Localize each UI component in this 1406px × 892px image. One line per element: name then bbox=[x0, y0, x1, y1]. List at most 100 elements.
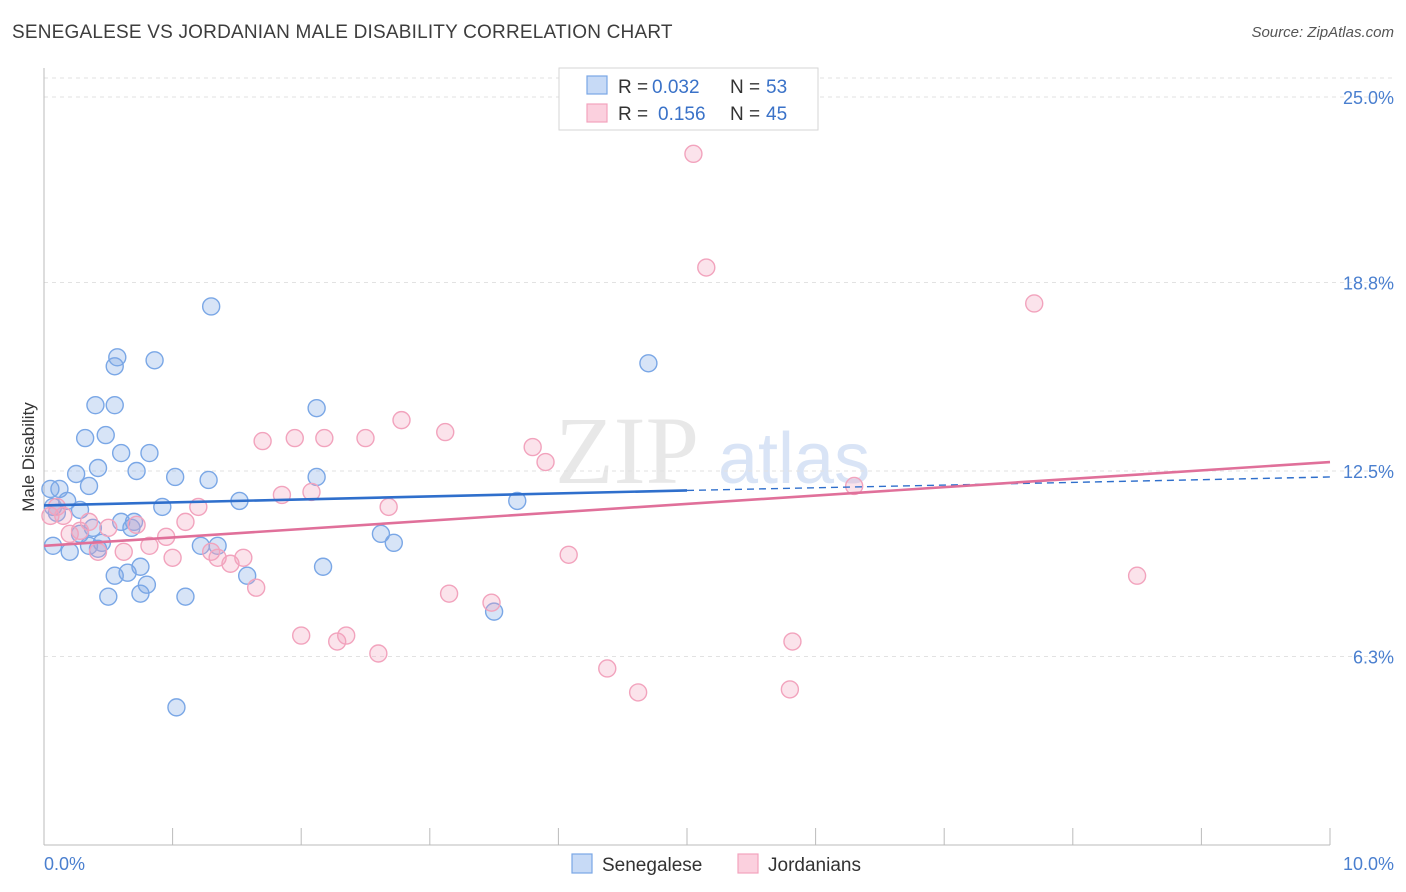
data-point-jordanians bbox=[315, 428, 334, 448]
watermark: ZIP atlas bbox=[555, 397, 870, 504]
data-point-senegalese bbox=[140, 443, 159, 463]
data-point-senegalese bbox=[137, 575, 157, 594]
y-axis-tick-labels: 6.3% 12.5% 18.8% 25.0% bbox=[1343, 88, 1394, 668]
data-point-jordanians bbox=[1025, 294, 1044, 313]
series-jordanians-points bbox=[41, 144, 1147, 702]
legend-r-label-0: R = bbox=[618, 77, 648, 98]
data-point-senegalese bbox=[79, 476, 99, 496]
data-point-senegalese bbox=[75, 428, 95, 448]
data-point-senegalese bbox=[508, 491, 527, 511]
data-point-jordanians bbox=[234, 548, 253, 567]
data-point-jordanians bbox=[114, 542, 133, 561]
legend-r-value-0: 0.032 bbox=[652, 77, 700, 98]
data-point-senegalese bbox=[88, 458, 108, 478]
data-point-jordanians bbox=[253, 431, 272, 451]
data-point-jordanians bbox=[79, 512, 99, 532]
legend-n-label-0: N = bbox=[730, 77, 760, 98]
data-point-jordanians bbox=[482, 593, 501, 612]
series-senegalese-points bbox=[41, 297, 658, 717]
data-point-senegalese bbox=[96, 425, 115, 445]
y-axis-label: Male Disability bbox=[19, 402, 38, 512]
data-point-senegalese bbox=[124, 512, 144, 532]
data-point-jordanians bbox=[163, 548, 182, 567]
data-point-jordanians bbox=[176, 512, 195, 532]
legend-r-value-1: 0.156 bbox=[658, 104, 706, 125]
data-point-jordanians bbox=[60, 524, 79, 544]
watermark-atlas: atlas bbox=[718, 419, 870, 499]
data-point-senegalese bbox=[371, 524, 391, 544]
data-point-jordanians bbox=[285, 428, 304, 448]
data-point-jordanians bbox=[54, 506, 73, 526]
data-point-jordanians bbox=[780, 680, 800, 699]
data-point-senegalese bbox=[201, 297, 221, 316]
data-point-senegalese bbox=[639, 354, 658, 373]
x-tick-label-min: 0.0% bbox=[44, 854, 85, 874]
x-tick-label-max: 10.0% bbox=[1343, 854, 1394, 874]
data-point-jordanians bbox=[379, 497, 398, 517]
legend-n-value-0: 53 bbox=[766, 77, 787, 98]
bottom-legend-swatch-senegalese bbox=[571, 853, 593, 874]
data-point-senegalese bbox=[167, 698, 186, 717]
data-point-senegalese bbox=[384, 533, 403, 553]
data-point-jordanians bbox=[439, 584, 459, 603]
data-point-jordanians bbox=[356, 428, 375, 448]
data-point-jordanians bbox=[697, 258, 716, 277]
bottom-legend-swatch-jordanians bbox=[737, 853, 759, 874]
data-point-jordanians bbox=[140, 536, 159, 555]
data-point-jordanians bbox=[628, 683, 648, 702]
data-point-senegalese bbox=[105, 395, 124, 415]
x-axis-ticks bbox=[43, 828, 1331, 845]
data-point-senegalese bbox=[313, 557, 333, 576]
data-point-senegalese bbox=[99, 587, 118, 606]
data-point-senegalese bbox=[111, 443, 131, 463]
data-point-jordanians bbox=[559, 545, 578, 564]
data-point-senegalese bbox=[66, 464, 86, 484]
data-point-senegalese bbox=[153, 497, 172, 517]
data-point-senegalese bbox=[165, 467, 185, 487]
data-point-jordanians bbox=[783, 632, 802, 651]
data-point-jordanians bbox=[1127, 566, 1147, 585]
data-point-jordanians bbox=[41, 506, 60, 526]
data-point-senegalese bbox=[176, 587, 195, 606]
legend-n-value-1: 45 bbox=[766, 104, 787, 125]
trend-line-jordanians bbox=[43, 460, 1331, 548]
legend-r-label-1: R = bbox=[618, 104, 648, 125]
data-point-jordanians bbox=[844, 476, 864, 496]
data-point-jordanians bbox=[598, 659, 617, 678]
bottom-legend: Senegalese Jordanians bbox=[571, 853, 861, 876]
top-legend: R = 0.032 N = 53 R = 0.156 N = 45 bbox=[558, 67, 819, 131]
data-point-jordanians bbox=[684, 144, 703, 164]
data-point-jordanians bbox=[369, 644, 388, 663]
data-point-jordanians bbox=[246, 578, 266, 597]
chart-source: Source: ZipAtlas.com bbox=[1251, 24, 1394, 41]
data-point-senegalese bbox=[131, 557, 150, 576]
data-point-jordanians bbox=[292, 626, 311, 645]
data-point-senegalese bbox=[131, 584, 150, 603]
data-point-jordanians bbox=[536, 452, 555, 472]
data-point-senegalese bbox=[307, 398, 326, 418]
legend-swatch-senegalese bbox=[586, 75, 608, 95]
y-tick-label: 25.0% bbox=[1343, 88, 1394, 108]
data-point-jordanians bbox=[47, 497, 67, 517]
trend-lines bbox=[43, 460, 1331, 548]
data-point-senegalese bbox=[127, 461, 146, 481]
bottom-legend-label-jordanians: Jordanians bbox=[768, 855, 861, 876]
data-point-jordanians bbox=[328, 632, 347, 651]
legend-n-label-1: N = bbox=[730, 104, 760, 125]
watermark-zip: ZIP bbox=[555, 397, 699, 504]
data-point-jordanians bbox=[337, 626, 356, 645]
legend-swatch-jordanians bbox=[586, 103, 608, 123]
data-point-jordanians bbox=[127, 515, 146, 535]
data-point-senegalese bbox=[86, 395, 105, 415]
data-point-jordanians bbox=[436, 422, 455, 442]
y-tick-label: 6.3% bbox=[1353, 648, 1394, 668]
data-point-jordanians bbox=[523, 437, 542, 457]
data-point-jordanians bbox=[88, 542, 108, 561]
trend-line-senegalese bbox=[43, 489, 688, 507]
data-point-senegalese bbox=[60, 542, 79, 561]
bottom-legend-label-senegalese: Senegalese bbox=[602, 855, 702, 876]
data-point-senegalese bbox=[145, 351, 164, 370]
y-tick-label: 12.5% bbox=[1343, 462, 1394, 482]
data-point-jordanians bbox=[392, 410, 411, 430]
